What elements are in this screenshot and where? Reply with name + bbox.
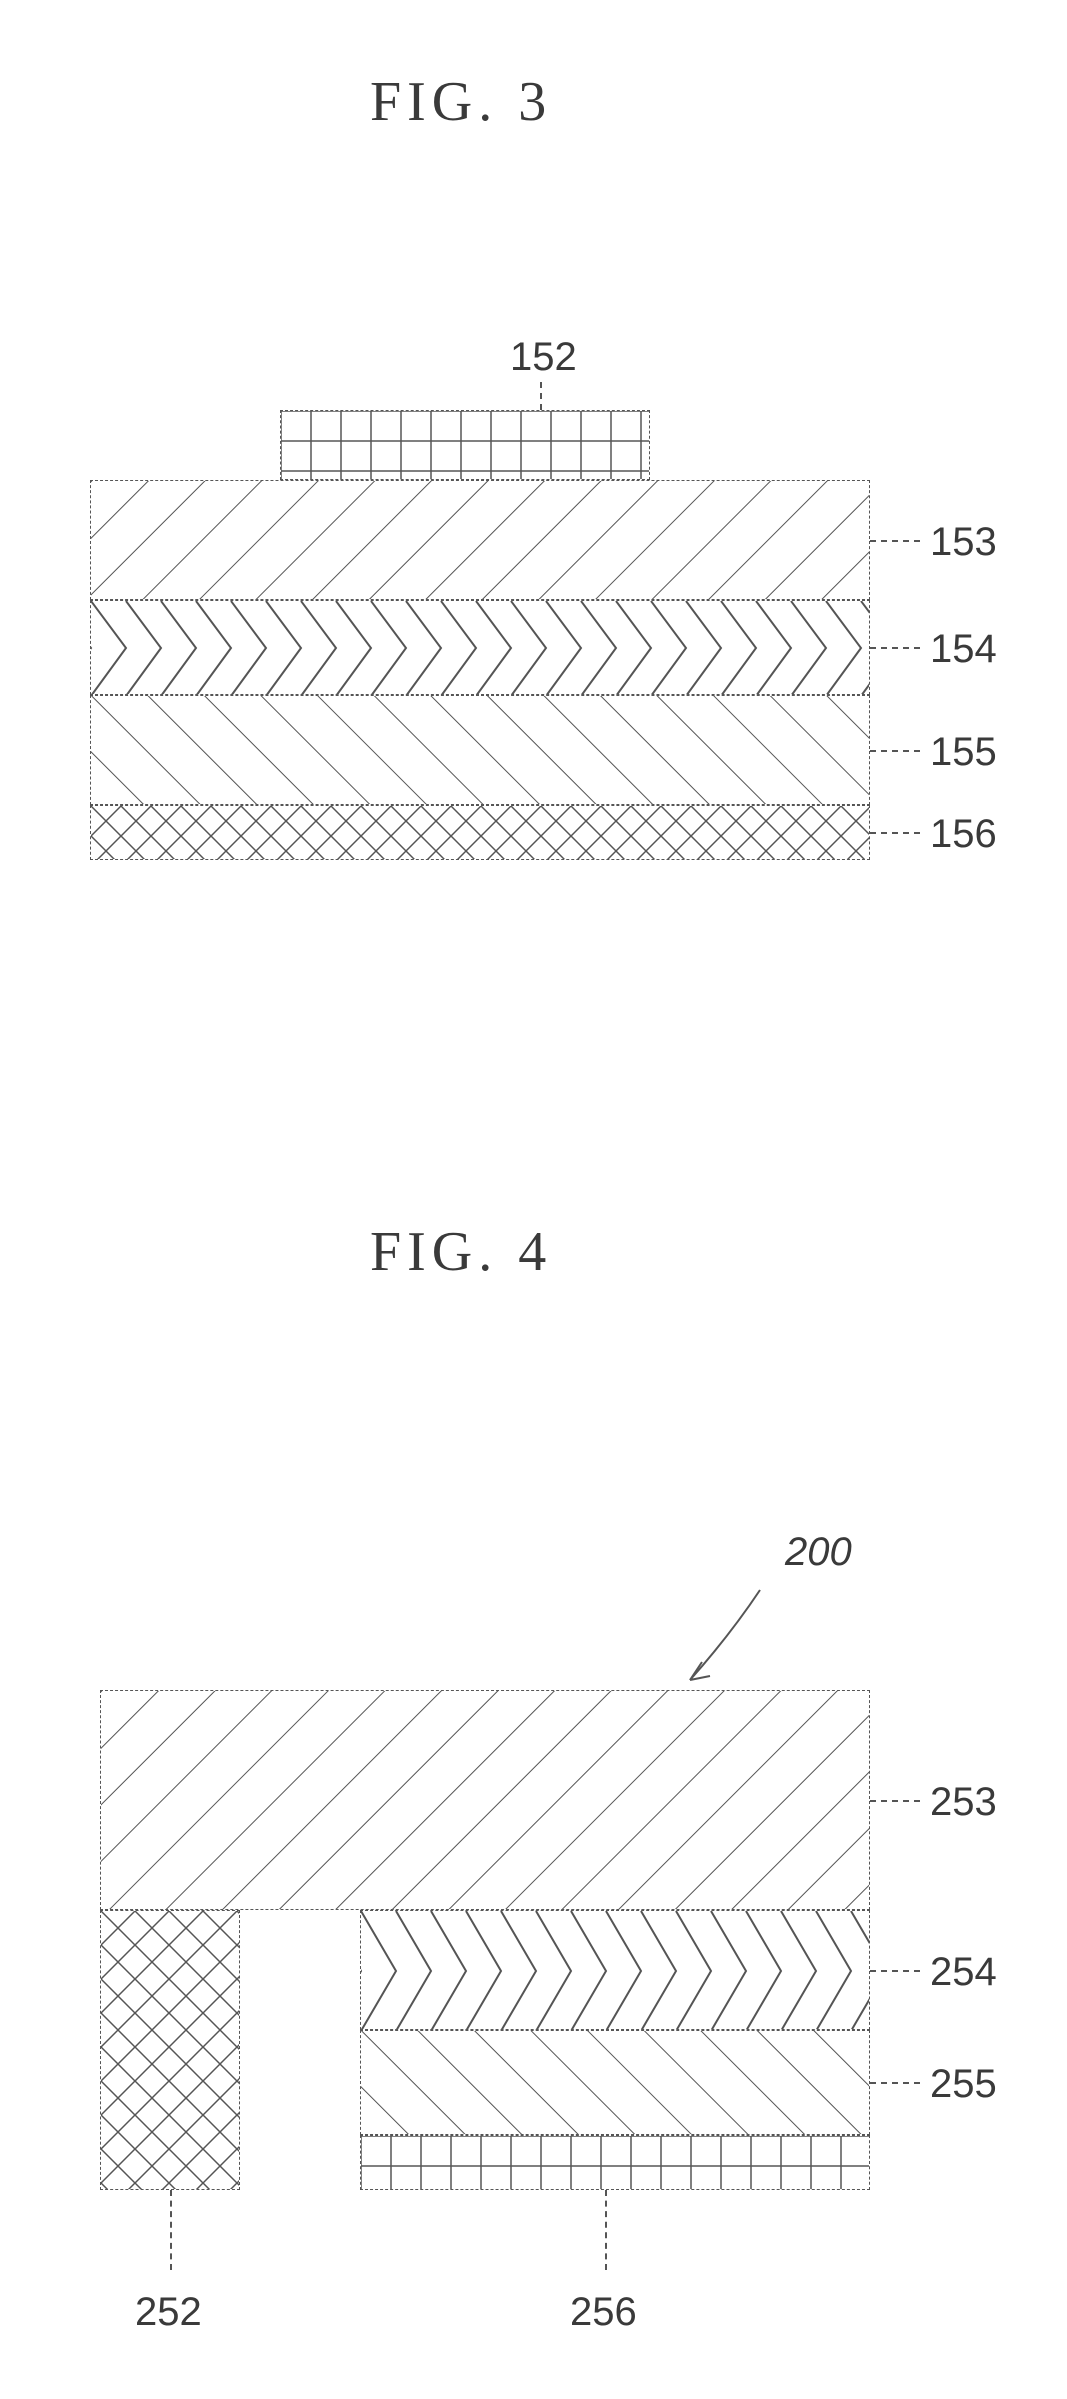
pattern-grid-icon [361,2136,869,2189]
layer-155 [90,695,870,805]
arrow-200-icon [660,1580,780,1700]
layer-153 [90,480,870,600]
block-252 [100,1910,240,2190]
label-253: 253 [930,1780,997,1825]
leader-152 [540,382,542,410]
pattern-chevron-icon [361,1911,869,2029]
layer-253 [100,1690,870,1910]
label-156: 156 [930,812,997,857]
fig3-title: FIG. 3 [370,70,552,134]
leader-154 [870,647,920,649]
label-252: 252 [135,2290,202,2335]
leader-156 [870,832,920,834]
leader-256 [605,2190,607,2270]
pattern-cross-diag-icon [91,806,869,859]
leader-252 [170,2190,172,2270]
leader-155 [870,750,920,752]
label-155: 155 [930,730,997,775]
label-256: 256 [570,2290,637,2335]
leader-253 [870,1800,920,1802]
label-254: 254 [930,1950,997,1995]
pattern-grid-icon [281,411,649,479]
layer-254 [360,1910,870,2030]
pattern-chevron-icon [91,601,869,694]
layer-255 [360,2030,870,2135]
label-153: 153 [930,520,997,565]
block-152 [280,410,650,480]
pattern-cross-diag-icon [101,1911,239,2189]
leader-153 [870,540,920,542]
pattern-diag-right-icon [91,481,869,599]
leader-254 [870,1970,920,1972]
page: FIG. 3 152 153 154 [0,0,1067,2399]
layer-156 [90,805,870,860]
layer-256 [360,2135,870,2190]
leader-255 [870,2082,920,2084]
label-200: 200 [785,1530,852,1575]
pattern-diag-right-icon [101,1691,869,1909]
label-255: 255 [930,2062,997,2107]
label-152: 152 [510,335,577,380]
label-154: 154 [930,627,997,672]
fig4-title: FIG. 4 [370,1220,552,1284]
layer-154 [90,600,870,695]
pattern-diag-left-icon [91,696,869,804]
pattern-diag-left-icon [361,2031,869,2134]
